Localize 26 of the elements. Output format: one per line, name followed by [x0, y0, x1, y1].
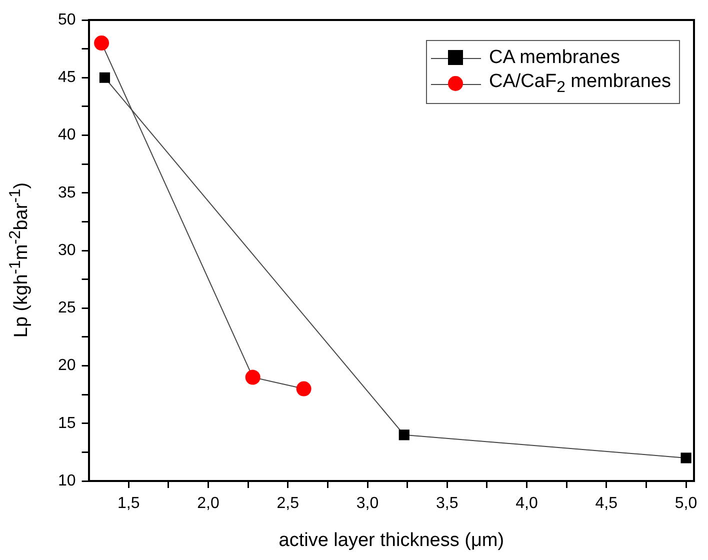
y-tick-label: 10	[58, 472, 76, 490]
y-tick-label: 50	[58, 11, 76, 28]
point	[245, 370, 260, 385]
point	[398, 430, 410, 440]
y-tick-label: 15	[58, 414, 76, 432]
y-tick-label: 30	[58, 242, 76, 259]
x-tick-label: 4,5	[595, 495, 618, 512]
x-tick-label: 3,5	[436, 495, 458, 512]
x-tick-label: 5,0	[674, 495, 698, 512]
x-tick-label: 2,0	[197, 495, 220, 512]
y-tick-label: 25	[58, 300, 76, 317]
point	[680, 452, 692, 464]
x-axis-title: active layer thickness (μm)	[278, 530, 504, 551]
x-tick-label: 1,5	[117, 495, 140, 512]
point	[296, 381, 312, 396]
x-tick-label: 2,5	[276, 495, 300, 512]
y-tick-label: 20	[58, 357, 76, 374]
x-tick-label: 4,0	[516, 495, 538, 512]
point	[94, 36, 110, 51]
y-tick-label: 40	[58, 126, 76, 144]
y-tick-label: 45	[58, 69, 76, 86]
point	[99, 72, 110, 83]
x-tick-label: 3,0	[356, 495, 379, 512]
legend-label: CA/CaF$_{2}$ membranes	[489, 71, 671, 97]
y-tick-label: 35	[58, 184, 76, 202]
legend-label: CA membranes	[489, 47, 620, 69]
